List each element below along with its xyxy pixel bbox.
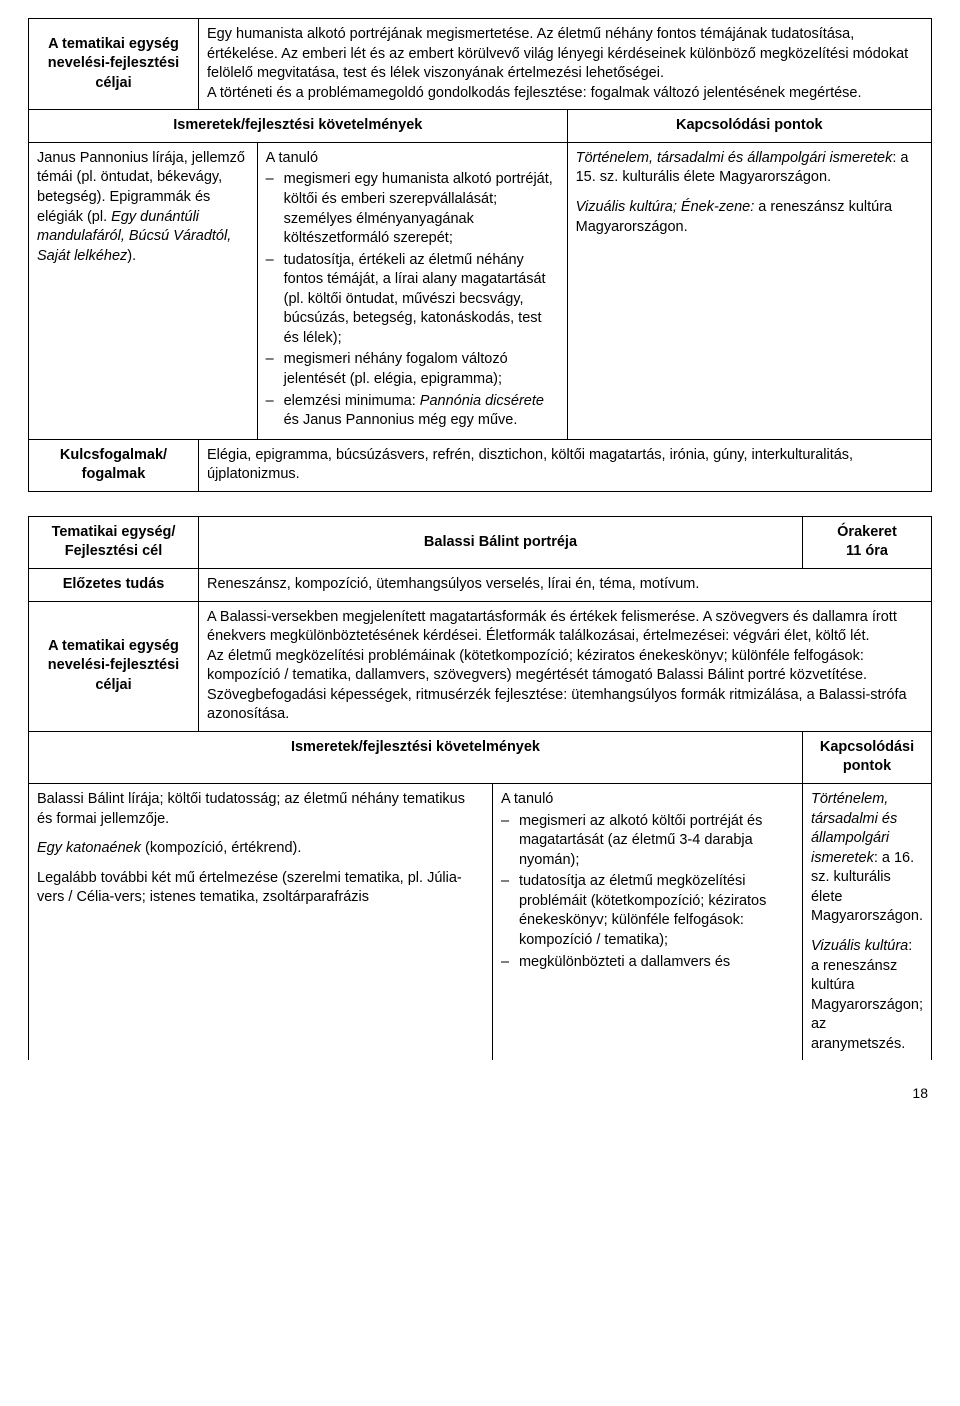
page-number: 18 — [28, 1084, 932, 1103]
s2-mid-li2: tudatosítja az életmű megközelítési prob… — [519, 872, 794, 952]
s1-kf-label: Kulcsfogalmak/ fogalmak — [29, 439, 199, 491]
s1-mid-li2: tudatosítja, értékeli az életmű néhány f… — [284, 251, 559, 351]
section-1-table: A tematikai egység nevelési-fejlesztési … — [28, 18, 932, 492]
s2-r3c1: A tematikai egység nevelési-fejlesztési … — [29, 601, 199, 731]
s2-r1c3: Órakeret 11 óra — [802, 516, 931, 568]
s2-r3c2: A Balassi-versekben megjelenített magata… — [199, 601, 932, 731]
s2-right-cell: Történelem, társadalmi és állampolgári i… — [802, 784, 931, 1061]
s1-goals-label: A tematikai egység nevelési-fejlesztési … — [29, 19, 199, 110]
s2-left-p2-i: Egy katonaének — [37, 840, 141, 856]
s2-mid-cell: A tanuló megismeri az alkotó költői port… — [492, 784, 802, 1061]
s2-r1c2: Balassi Bálint portréja — [199, 516, 803, 568]
s1-mid-li1: megismeri egy humanista alkotó portréját… — [284, 170, 559, 250]
s1-mid-list: megismeri egy humanista alkotó portréját… — [266, 170, 559, 432]
s2-left-p2-r: (kompozíció, értékrend). — [141, 840, 301, 856]
s2-mid-list: megismeri az alkotó költői portréját és … — [501, 812, 794, 975]
s1-mid-intro: A tanuló — [266, 150, 318, 166]
s2-left-p1: Balassi Bálint lírája; költői tudatosság… — [37, 790, 484, 829]
s2-right-2-i: Vizuális kultúra — [811, 938, 908, 954]
s2-req-header: Ismeretek/fejlesztési követelmények — [29, 731, 803, 783]
s1-goals-body: Egy humanista alkotó portréjának megisme… — [199, 19, 932, 110]
s2-r2c2: Reneszánsz, kompozíció, ütemhangsúlyos v… — [199, 568, 932, 601]
s2-right-2-r: : a reneszánsz kultúra Magyarországon; a… — [811, 938, 923, 1052]
s1-req-header: Ismeretek/fejlesztési követelmények — [29, 110, 568, 143]
s2-mid-intro: A tanuló — [501, 791, 553, 807]
s1-kapcs-header: Kapcsolódási pontok — [567, 110, 931, 143]
s2-r2c1: Előzetes tudás — [29, 568, 199, 601]
s1-mid-li3: megismeri néhány fogalom változó jelenté… — [284, 350, 559, 391]
s1-right-2-i: Vizuális kultúra; Ének-zene: — [576, 199, 755, 215]
s2-r1c1: Tematikai egység/ Fejlesztési cél — [29, 516, 199, 568]
s2-mid-li1: megismeri az alkotó költői portréját és … — [519, 812, 794, 873]
section-2-table: Tematikai egység/ Fejlesztési cél Balass… — [28, 516, 932, 1061]
s2-left-p3: Legalább további két mű értelmezése (sze… — [37, 869, 484, 908]
s1-right-1-i: Történelem, társadalmi és állampolgári i… — [576, 150, 893, 166]
s1-right-cell: Történelem, társadalmi és állampolgári i… — [567, 142, 931, 439]
s1-left-cell: Janus Pannonius lírája, jellemző témái (… — [29, 142, 258, 439]
s1-left-end: ). — [127, 248, 136, 264]
s1-mid-cell: A tanuló megismeri egy humanista alkotó … — [257, 142, 567, 439]
s1-kf-body: Elégia, epigramma, búcsúzásvers, refrén,… — [199, 439, 932, 491]
s2-mid-li3: megkülönbözteti a dallamvers és — [519, 953, 794, 975]
s2-kapcs-header: Kapcsolódási pontok — [802, 731, 931, 783]
s1-mid-li4: elemzési minimuma: Pannónia dicsérete és… — [284, 392, 559, 433]
s2-left-cell: Balassi Bálint lírája; költői tudatosság… — [29, 784, 493, 1061]
